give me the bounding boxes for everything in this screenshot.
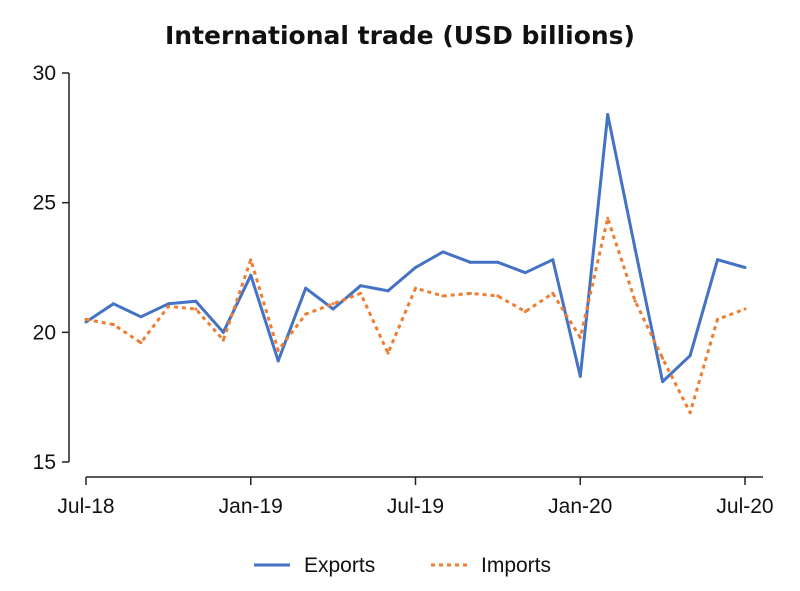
- exports-data-point: [743, 266, 747, 269]
- imports-data-point: [84, 317, 88, 321]
- imports-data-point: [523, 310, 527, 314]
- y-axis-ticks: 15 20 25 30: [33, 62, 69, 474]
- y-tick-label: 25: [33, 192, 56, 215]
- imports-data-point: [386, 351, 390, 355]
- exports-data-point: [249, 273, 253, 277]
- imports-data-point: [688, 411, 692, 415]
- exports-data-point: [139, 315, 143, 319]
- imports-data-point: [276, 348, 280, 352]
- y-tick-label: 15: [33, 451, 56, 474]
- y-tick-label: 30: [33, 62, 56, 85]
- exports-data-point: [661, 380, 665, 384]
- exports-data-point: [84, 320, 88, 324]
- exports-data-point: [386, 289, 390, 293]
- exports-data-point: [468, 260, 472, 264]
- exports-data-point: [221, 330, 225, 334]
- imports-data-point: [111, 323, 115, 327]
- exports-data-point: [688, 354, 692, 358]
- imports-data-point: [633, 299, 637, 303]
- x-tick-label: Jul-18: [57, 495, 114, 518]
- imports-data-point: [716, 317, 720, 321]
- imports-data-point: [551, 291, 555, 295]
- imports-data-point: [414, 286, 417, 290]
- imports-data-point: [606, 216, 610, 220]
- exports-data-point: [523, 271, 527, 275]
- exports-data-point: [359, 284, 363, 288]
- exports-data-point: [194, 299, 198, 303]
- imports-data-point: [221, 338, 225, 342]
- imports-data-point: [139, 341, 143, 345]
- x-tick-label: Jul-20: [716, 495, 773, 518]
- exports-data-point: [551, 258, 555, 262]
- imports-series-line: [85, 216, 746, 415]
- exports-data-point: [304, 286, 308, 290]
- exports-data-point: [496, 260, 500, 264]
- x-axis-ticks: Jul-18 Jan-19 Jul-19 Jan-20 Jul-20: [57, 477, 774, 518]
- chart-title: International trade (USD billions): [165, 21, 635, 50]
- x-tick-label: Jul-19: [387, 495, 444, 518]
- imports-data-point: [661, 356, 665, 360]
- imports-data-point: [166, 304, 170, 308]
- exports-data-point: [166, 302, 170, 306]
- exports-data-point: [331, 307, 335, 311]
- x-tick-label: Jan-20: [548, 495, 612, 518]
- imports-data-point: [743, 307, 747, 311]
- imports-data-point: [468, 291, 472, 295]
- exports-data-point: [578, 374, 582, 378]
- exports-legend-label: Exports: [304, 554, 375, 577]
- exports-data-point: [414, 266, 417, 269]
- exports-data-point: [633, 247, 637, 251]
- imports-data-point: [496, 294, 500, 298]
- imports-data-point: [194, 307, 198, 311]
- series-layer: [84, 112, 747, 415]
- x-tick-label: Jan-19: [219, 495, 283, 518]
- exports-series-line: [85, 113, 746, 384]
- exports-data-point: [276, 359, 280, 363]
- imports-legend-label: Imports: [481, 554, 551, 577]
- y-tick-label: 20: [33, 321, 56, 344]
- legend: Exports Imports: [254, 554, 551, 577]
- exports-data-point: [716, 258, 720, 262]
- exports-data-point: [111, 302, 115, 306]
- imports-data-point: [441, 294, 445, 298]
- exports-data-point: [606, 112, 610, 116]
- imports-data-point: [359, 291, 363, 295]
- exports-data-point: [441, 250, 445, 254]
- imports-data-point: [331, 302, 335, 306]
- imports-data-point: [249, 258, 253, 262]
- imports-data-point: [578, 336, 582, 340]
- imports-data-point: [304, 312, 308, 316]
